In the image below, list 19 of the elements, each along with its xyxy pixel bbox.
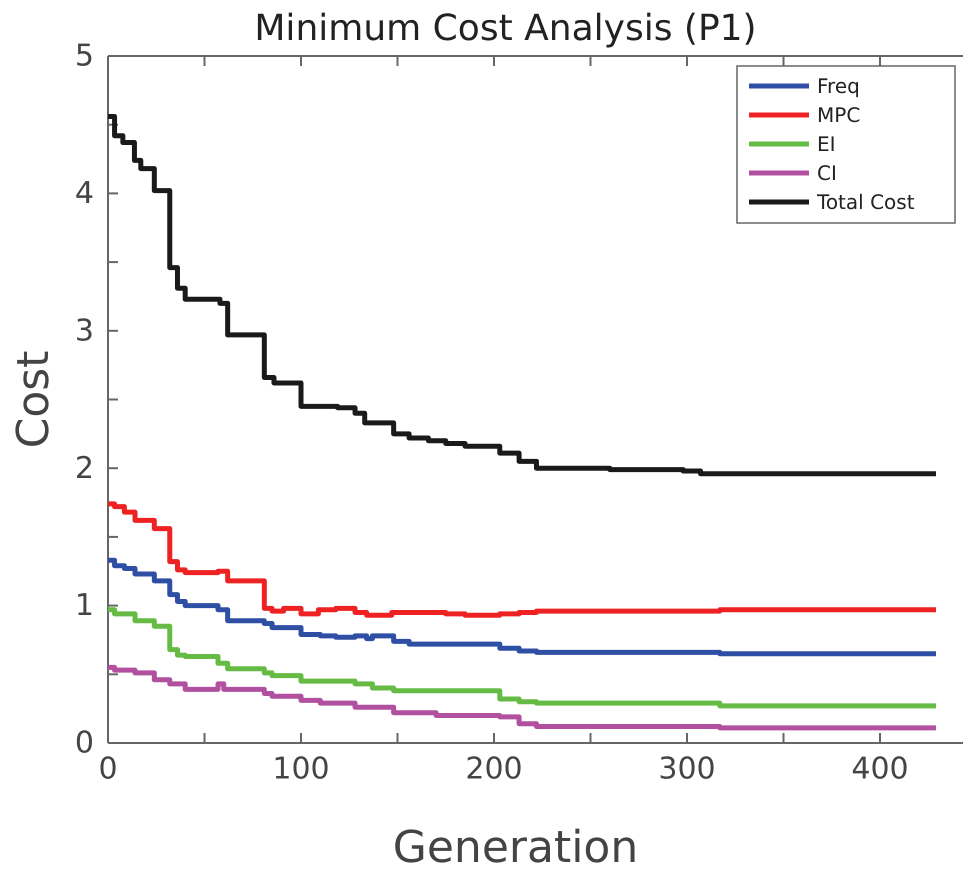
y-tick-label: 0 bbox=[74, 726, 94, 761]
x-tick-label: 0 bbox=[98, 751, 118, 786]
chart-title: Minimum Cost Analysis (P1) bbox=[254, 8, 757, 49]
y-tick-label: 2 bbox=[74, 450, 94, 486]
y-tick-label: 1 bbox=[74, 588, 94, 624]
y-tick-label: 4 bbox=[74, 176, 94, 211]
y-axis-title: Cost bbox=[8, 350, 59, 448]
y-tick-label: 5 bbox=[74, 38, 94, 74]
x-tick-label: 200 bbox=[465, 751, 523, 786]
y-tick-label: 3 bbox=[74, 313, 94, 348]
legend-label: Total Cost bbox=[816, 190, 915, 214]
legend-label: MPC bbox=[817, 103, 860, 127]
x-tick-label: 100 bbox=[272, 751, 330, 786]
x-axis-title: Generation bbox=[392, 822, 638, 871]
x-tick-label: 400 bbox=[851, 751, 909, 786]
x-tick-label: 300 bbox=[658, 751, 716, 786]
legend-label: CI bbox=[817, 161, 837, 185]
legend-label: Freq bbox=[817, 74, 860, 98]
legend-label: EI bbox=[817, 132, 836, 156]
